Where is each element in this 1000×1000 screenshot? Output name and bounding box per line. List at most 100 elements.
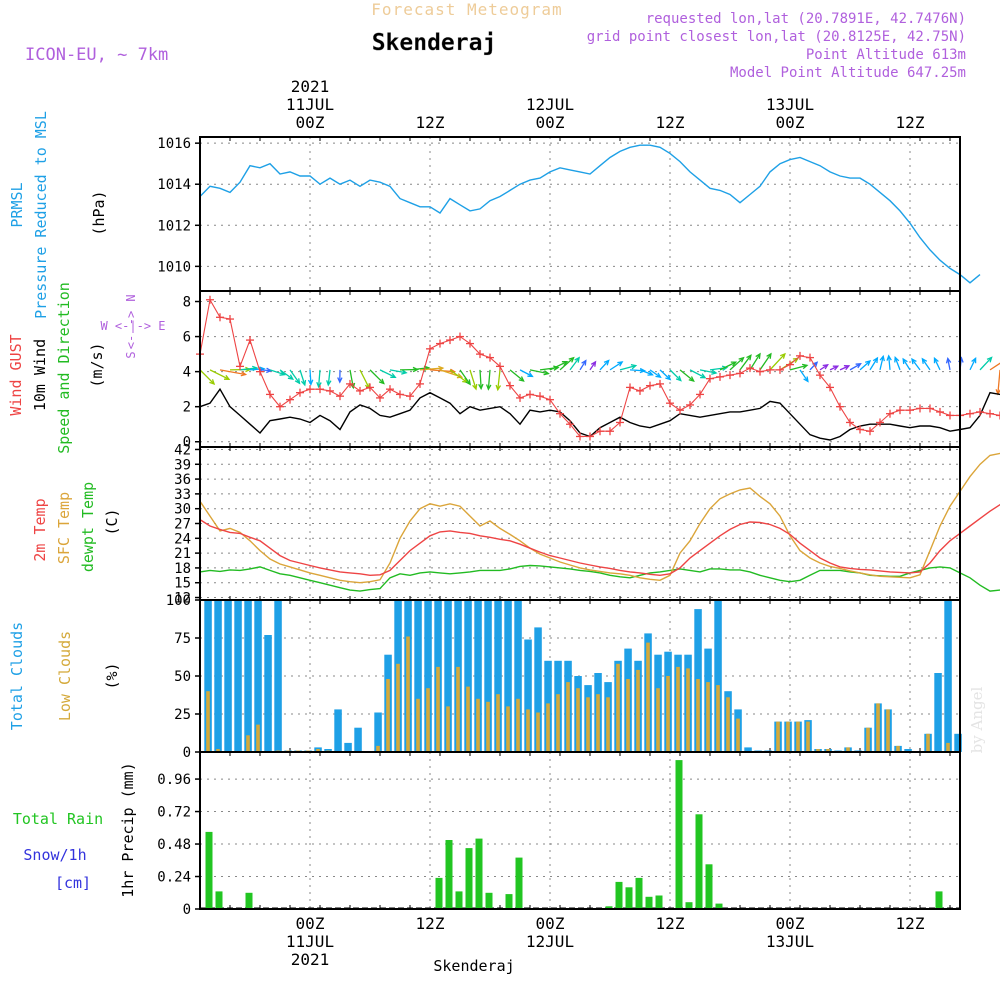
- total-clouds-label: Total Clouds: [8, 622, 26, 730]
- low-cloud-bar: [466, 686, 470, 752]
- wind-arrowhead: [971, 356, 977, 364]
- wind-arrowhead: [886, 354, 892, 361]
- wind-direction-arrow: [579, 360, 587, 371]
- rain-bar: [215, 891, 223, 909]
- time-label: 12JUL: [526, 932, 574, 951]
- total-cloud-bar: [214, 600, 222, 752]
- wind-arrowhead: [390, 372, 397, 378]
- low-cloud-bar: [876, 703, 880, 752]
- pressure-unit: (hPa): [90, 190, 108, 235]
- wind-direction-arrow: [509, 369, 525, 382]
- panel-border: [199, 751, 961, 910]
- wind-direction-arrow: [349, 369, 354, 388]
- low-cloud-bar: [456, 666, 460, 752]
- time-label: 12Z: [656, 914, 685, 933]
- rain-bar: [515, 857, 523, 909]
- gust-label: Wind GUST: [7, 334, 25, 415]
- wind-arrowhead: [287, 374, 295, 380]
- total-cloud-bar: [344, 742, 352, 752]
- rain-bar: [605, 906, 613, 909]
- wind-direction-arrow: [549, 361, 568, 371]
- wind-direction-arrow: [979, 357, 993, 371]
- y-tick-label: 75: [174, 631, 191, 647]
- wind-arrowhead: [911, 357, 917, 365]
- rain-bar: [505, 894, 513, 909]
- wind-direction-arrow: [894, 357, 901, 371]
- total-cloud-bar: [204, 600, 212, 752]
- total-cloud-bar: [944, 600, 952, 752]
- rain-bar: [245, 892, 253, 909]
- total-cloud-bar: [374, 712, 382, 752]
- pressure-line: [199, 144, 981, 284]
- y-tick-label: 8: [183, 295, 191, 311]
- low-cloud-bar: [726, 697, 730, 752]
- wind-arrowhead: [902, 357, 908, 365]
- wind-direction-arrow: [739, 354, 752, 371]
- y-tick-label: 0.96: [157, 772, 191, 788]
- low-cloud-bar: [796, 721, 800, 752]
- low-cloud-bar: [806, 721, 810, 752]
- total-cloud-bar: [514, 600, 522, 752]
- rain-bar: [635, 877, 643, 909]
- wind-arrowhead: [449, 368, 457, 375]
- low-cloud-bar: [246, 735, 250, 752]
- time-label: 13JUL: [766, 932, 814, 951]
- wind-arrowhead: [240, 371, 248, 377]
- wind-arrowhead: [746, 354, 752, 361]
- wind-direction-arrow: [819, 364, 829, 371]
- wind-arrowhead: [553, 365, 560, 371]
- wind-direction-arrow: [359, 369, 370, 389]
- compass-north: N: [124, 294, 138, 301]
- wind-arrowhead: [337, 377, 343, 384]
- y-tick-label: 24: [174, 531, 191, 547]
- direction-label: Speed and Direction: [55, 282, 73, 454]
- wind-direction-arrow: [809, 361, 818, 371]
- low-clouds-label: Low Clouds: [56, 631, 74, 721]
- precip-axis-label: 1hr Precip (mm): [119, 762, 137, 897]
- low-cloud-bar: [776, 721, 780, 752]
- wind-arrowhead: [675, 375, 682, 382]
- low-cloud-bar: [656, 688, 660, 752]
- y-tick-label: 0.24: [157, 870, 191, 886]
- wind-arrowhead: [518, 376, 525, 382]
- wind-arrowhead: [688, 376, 695, 382]
- wind-unit: (m/s): [88, 342, 106, 387]
- low-cloud-bar: [436, 666, 440, 752]
- wind-direction-arrow: [299, 369, 306, 386]
- panel-side-labels: PRMSL Pressure Reduced to MSL (hPa) Wind…: [7, 111, 166, 898]
- wind-direction-arrow: [469, 369, 477, 390]
- wind-direction-arrow: [799, 369, 809, 382]
- low-cloud-bar: [216, 749, 220, 752]
- low-cloud-bar: [566, 682, 570, 752]
- wind-direction-arrow: [729, 357, 744, 371]
- wind-panel: 0 2 4 6 8: [183, 290, 1000, 451]
- total-cloud-bar: [464, 600, 472, 752]
- time-label: 12JUL: [526, 95, 574, 114]
- y-tick-label: 33: [174, 487, 191, 503]
- y-tick-label: 100: [166, 593, 191, 609]
- wind-direction-arrow: [249, 368, 265, 371]
- wind-direction-arrow: [239, 367, 257, 371]
- wind-direction-arrow: [789, 364, 808, 371]
- low-cloud-bar: [426, 688, 430, 752]
- y-tick-label: 36: [174, 472, 191, 488]
- wind-arrowhead: [209, 379, 216, 386]
- wind-arrowhead: [223, 374, 231, 380]
- model-point-altitude: Model Point Altitude 647.25m: [730, 65, 966, 81]
- y-tick-label: 18: [174, 561, 191, 577]
- time-label: 11JUL: [286, 95, 334, 114]
- low-cloud-bar: [396, 663, 400, 752]
- wind-direction-arrow: [259, 369, 272, 372]
- wind-arrowhead: [326, 380, 332, 387]
- wind-arrowhead: [665, 374, 672, 381]
- wind-direction-arrow: [449, 369, 468, 383]
- low-cloud-bar: [606, 697, 610, 752]
- wind-speed-line: [199, 387, 1000, 441]
- wind-arrowhead: [279, 370, 286, 376]
- rain-bar: [435, 877, 443, 909]
- low-cloud-bar: [646, 642, 650, 752]
- wind-arrowhead: [779, 352, 786, 359]
- low-cloud-bar: [386, 679, 390, 752]
- compass-south-arrow-icon: <-: [124, 335, 138, 349]
- wind-arrowhead: [561, 361, 569, 367]
